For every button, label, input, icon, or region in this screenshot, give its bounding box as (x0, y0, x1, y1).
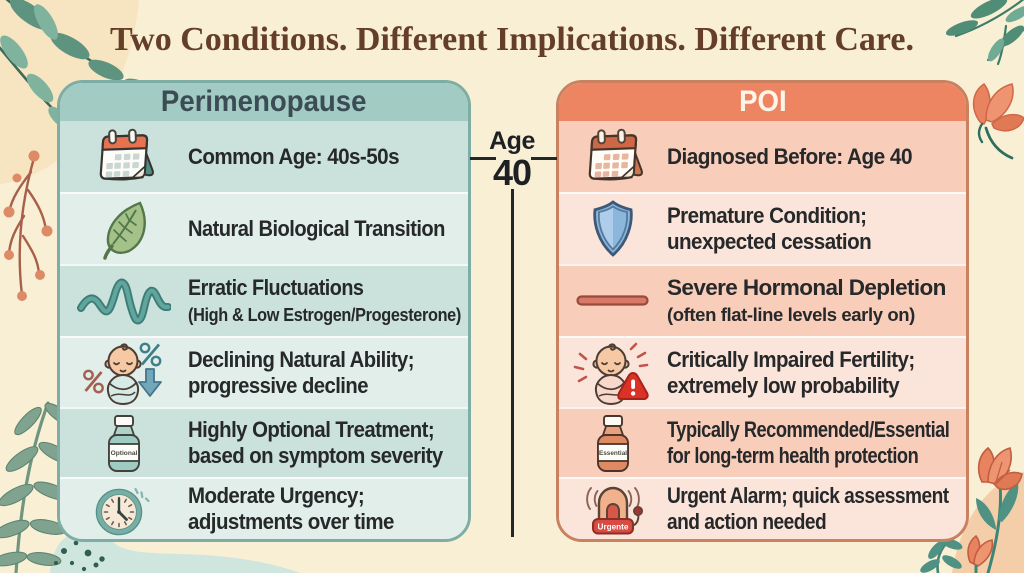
svg-text:Urgente: Urgente (598, 523, 629, 532)
svg-text:Optional: Optional (111, 450, 138, 457)
svg-text:Essential: Essential (599, 450, 627, 457)
